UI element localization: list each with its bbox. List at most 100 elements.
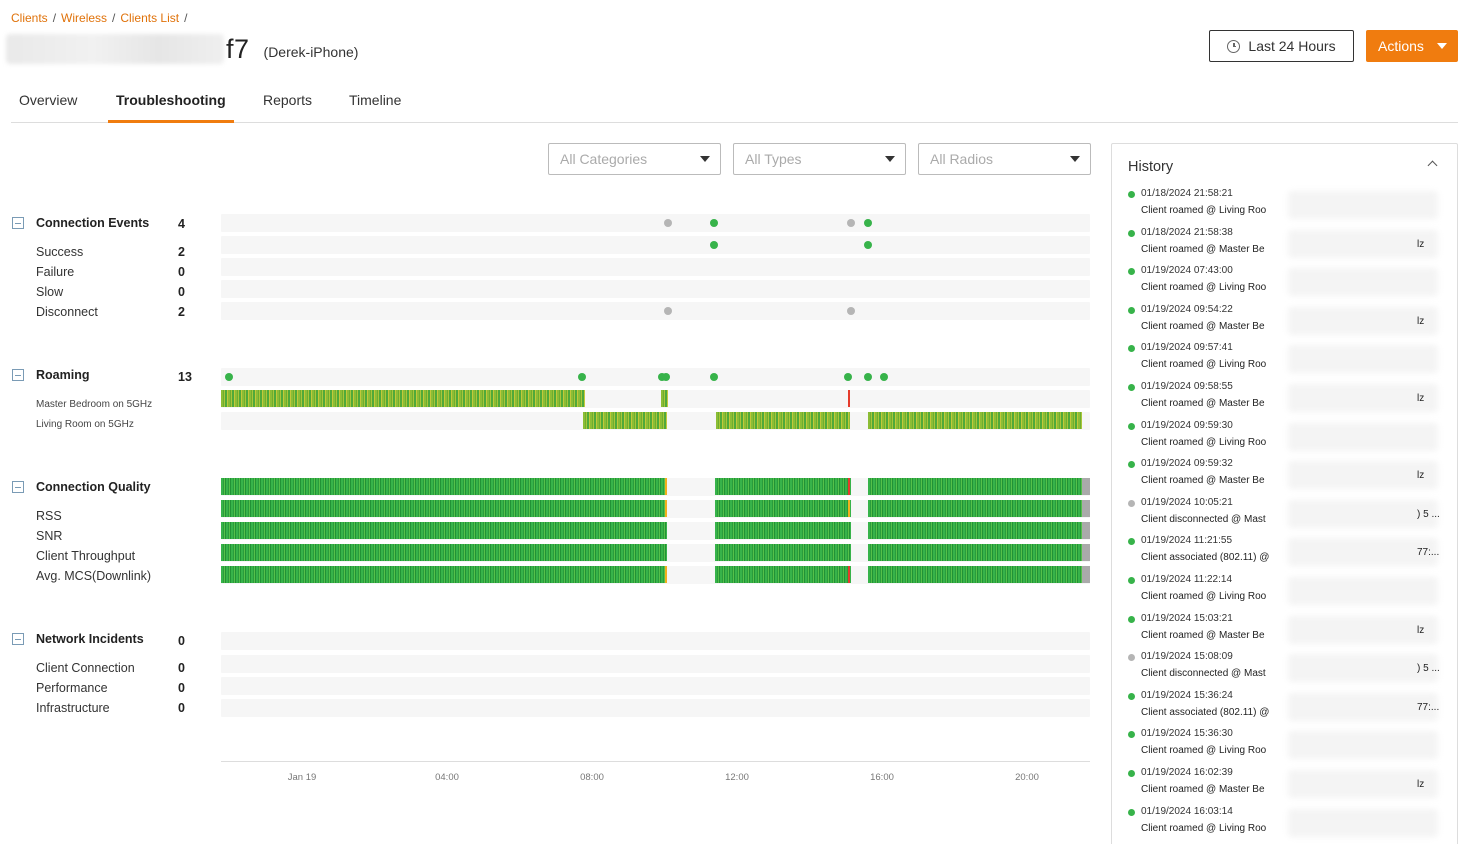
history-panel: History 01/18/2024 21:58:21 Client roamed… — [1111, 143, 1458, 844]
history-item[interactable]: 01/19/2024 10:05:21 Client disconnected @… — [1128, 497, 1448, 535]
quality-segment-snr[interactable] — [221, 522, 667, 539]
quality-segment-rss[interactable] — [715, 500, 851, 517]
history-item[interactable]: 01/19/2024 15:36:30 Client roamed @ Livin… — [1128, 728, 1448, 766]
quality-segment[interactable] — [715, 478, 851, 495]
section-title: Network Incidents — [36, 632, 144, 646]
roam-dot[interactable] — [864, 373, 872, 381]
history-item[interactable]: 01/18/2024 21:58:21 Client roamed @ Livin… — [1128, 188, 1448, 226]
quality-segment-nodata — [1082, 500, 1090, 517]
roam-segment-living-room[interactable] — [868, 412, 1082, 429]
history-tail: 77:... — [1417, 701, 1440, 713]
status-dot — [1128, 770, 1135, 777]
history-item[interactable]: 01/19/2024 16:03:14 Client roamed @ Livin… — [1128, 806, 1448, 844]
radio-filter-select[interactable]: All Radios — [918, 143, 1091, 175]
network-incidents-header[interactable]: Network Incidents — [12, 632, 144, 646]
history-time: 01/19/2024 15:08:09 — [1141, 651, 1233, 663]
quality-segment-mcs[interactable] — [868, 566, 1082, 583]
quality-segment-throughput[interactable] — [221, 544, 667, 561]
history-item[interactable]: 01/19/2024 09:59:30 Client roamed @ Livin… — [1128, 420, 1448, 458]
quality-segment-mcs[interactable] — [221, 566, 667, 583]
history-item[interactable]: 01/19/2024 16:02:39 Client roamed @ Maste… — [1128, 767, 1448, 805]
quality-segment[interactable] — [221, 478, 667, 495]
roaming-count: 13 — [178, 370, 192, 384]
status-dot — [1128, 345, 1135, 353]
roam-dot[interactable] — [880, 373, 888, 381]
actions-button[interactable]: Actions — [1366, 30, 1458, 62]
roam-segment-living-room[interactable] — [583, 412, 667, 429]
roam-dot[interactable] — [662, 373, 670, 381]
event-dot[interactable] — [847, 307, 855, 315]
collapse-icon[interactable] — [12, 369, 24, 381]
breadcrumb-clients-list[interactable]: Clients List — [120, 11, 180, 25]
history-item[interactable]: 01/19/2024 11:21:55 Client associated (80… — [1128, 535, 1448, 573]
tab-overview[interactable]: Overview — [19, 92, 78, 108]
collapse-icon[interactable] — [12, 633, 24, 645]
tab-reports[interactable]: Reports — [263, 92, 313, 108]
quality-segment[interactable] — [868, 478, 1082, 495]
breadcrumb-clients[interactable]: Clients — [11, 11, 48, 25]
quality-segment-throughput[interactable] — [715, 544, 851, 561]
collapse-icon[interactable] — [12, 481, 24, 493]
history-item[interactable]: 01/19/2024 15:36:24 Client associated (80… — [1128, 690, 1448, 728]
roam-segment-master-bedroom[interactable] — [661, 390, 668, 407]
track-client-connection — [221, 655, 1090, 673]
quality-segment-throughput[interactable] — [868, 544, 1082, 561]
quality-segment-mcs[interactable] — [715, 566, 851, 583]
roaming-header[interactable]: Roaming — [12, 368, 89, 382]
history-item[interactable]: 01/19/2024 07:43:00 Client roamed @ Livin… — [1128, 265, 1448, 303]
event-dot[interactable] — [864, 241, 872, 249]
label-living-room: Living Room on 5GHz — [36, 419, 134, 430]
status-dot — [1128, 422, 1135, 430]
history-item[interactable]: 01/19/2024 09:59:32 Client roamed @ Maste… — [1128, 458, 1448, 496]
event-dot[interactable] — [847, 219, 855, 227]
type-filter-placeholder: All Types — [745, 151, 802, 167]
connection-events-header[interactable]: Connection Events — [12, 216, 149, 230]
history-tail: lz — [1417, 470, 1425, 482]
history-tail: ) 5 ... — [1417, 663, 1440, 675]
type-filter-select[interactable]: All Types — [733, 143, 906, 175]
roam-dot[interactable] — [710, 373, 718, 381]
history-time: 01/19/2024 15:36:24 — [1141, 689, 1233, 701]
redacted-detail — [1288, 229, 1438, 258]
track-disconnect — [221, 302, 1090, 320]
category-filter-select[interactable]: All Categories — [548, 143, 721, 175]
chevron-down-icon — [700, 156, 710, 162]
event-dot[interactable] — [710, 219, 718, 227]
quality-segment-snr[interactable] — [868, 522, 1082, 539]
history-item[interactable]: 01/19/2024 15:08:09 Client disconnected @… — [1128, 651, 1448, 689]
history-item[interactable]: 01/18/2024 21:58:38 Client roamed @ Maste… — [1128, 227, 1448, 265]
roam-segment-master-bedroom[interactable] — [221, 390, 585, 407]
tab-timeline[interactable]: Timeline — [349, 92, 402, 108]
event-dot[interactable] — [664, 307, 672, 315]
history-item[interactable]: 01/19/2024 09:57:41 Client roamed @ Livin… — [1128, 342, 1448, 380]
event-dot[interactable] — [664, 219, 672, 227]
quality-segment-snr[interactable] — [715, 522, 851, 539]
history-item[interactable]: 01/19/2024 15:03:21 Client roamed @ Maste… — [1128, 613, 1448, 651]
breadcrumb-wireless[interactable]: Wireless — [61, 11, 108, 25]
tab-troubleshooting[interactable]: Troubleshooting — [108, 92, 234, 123]
history-item[interactable]: 01/19/2024 09:58:55 Client roamed @ Maste… — [1128, 381, 1448, 419]
history-time: 01/18/2024 21:58:21 — [1141, 188, 1233, 199]
roam-dot[interactable] — [844, 373, 852, 381]
event-dot[interactable] — [710, 241, 718, 249]
quality-segment-rss[interactable] — [868, 500, 1082, 517]
history-time: 01/19/2024 09:57:41 — [1141, 342, 1233, 354]
status-dot — [1128, 731, 1135, 739]
time-range-button[interactable]: Last 24 Hours — [1209, 30, 1354, 62]
connection-quality-header[interactable]: Connection Quality — [12, 480, 151, 494]
roam-dot[interactable] — [225, 373, 233, 381]
collapse-icon[interactable] — [12, 217, 24, 229]
event-dot[interactable] — [864, 219, 872, 227]
chevron-up-icon[interactable] — [1427, 160, 1438, 171]
roam-dot[interactable] — [578, 373, 586, 381]
status-dot — [1128, 268, 1135, 276]
axis-tick: 16:00 — [870, 772, 894, 783]
roam-segment-living-room[interactable] — [716, 412, 850, 429]
section-title: Connection Events — [36, 216, 150, 230]
history-item[interactable]: 01/19/2024 11:22:14 Client roamed @ Livin… — [1128, 574, 1448, 612]
history-item[interactable]: 01/19/2024 09:54:22 Client roamed @ Maste… — [1128, 304, 1448, 342]
track-success — [221, 236, 1090, 254]
chevron-down-icon — [1070, 156, 1080, 162]
history-time: 01/19/2024 10:05:21 — [1141, 496, 1233, 508]
quality-segment-rss[interactable] — [221, 500, 667, 517]
